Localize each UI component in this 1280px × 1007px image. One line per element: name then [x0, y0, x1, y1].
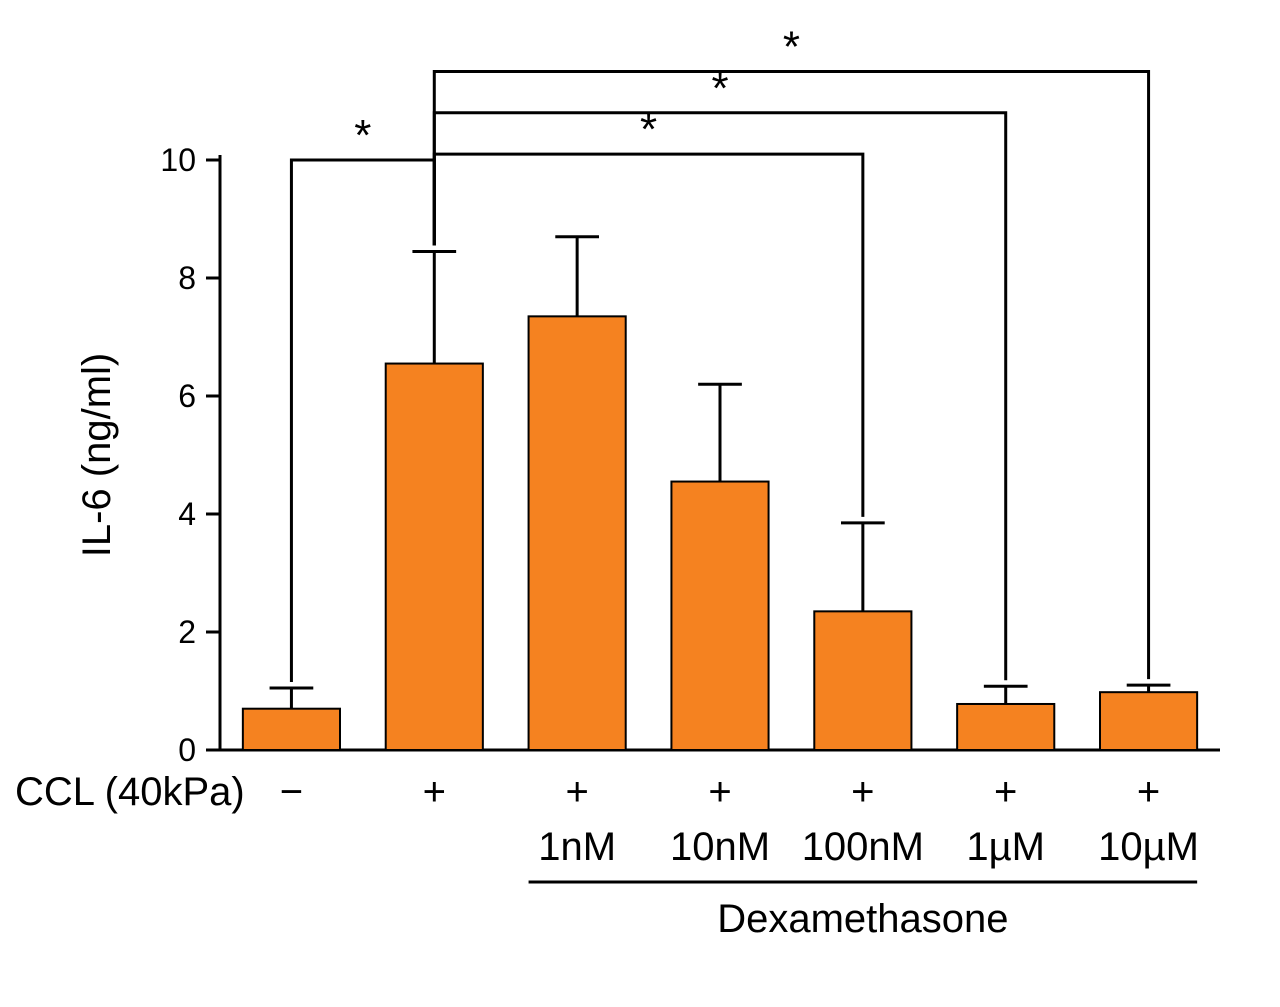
- bar: [671, 482, 768, 750]
- x-row2-value: 10µM: [1098, 825, 1199, 869]
- bar: [957, 704, 1054, 750]
- group-label: Dexamethasone: [717, 897, 1008, 941]
- x-row1-value: +: [565, 770, 588, 814]
- bar: [529, 316, 626, 750]
- x-row1-label: CCL (40kPa): [15, 770, 245, 814]
- significance-marker: *: [354, 111, 371, 160]
- y-tick-label: 10: [160, 142, 196, 178]
- y-tick-label: 4: [178, 496, 196, 532]
- bar: [386, 364, 483, 750]
- x-row2-value: 1µM: [966, 825, 1045, 869]
- x-row1-value: +: [851, 770, 874, 814]
- y-axis-title: IL-6 (ng/ml): [75, 353, 119, 558]
- y-tick-label: 0: [178, 732, 196, 768]
- x-row2-value: 100nM: [802, 825, 924, 869]
- x-row1-value: −: [280, 770, 303, 814]
- bar: [814, 611, 911, 750]
- y-tick-label: 6: [178, 378, 196, 414]
- y-tick-label: 2: [178, 614, 196, 650]
- bar: [243, 709, 340, 750]
- x-row2-value: 10nM: [670, 825, 770, 869]
- x-row1-value: +: [1137, 770, 1160, 814]
- x-row1-value: +: [708, 770, 731, 814]
- x-row1-value: +: [994, 770, 1017, 814]
- significance-bracket: [434, 154, 863, 517]
- y-tick-label: 8: [178, 260, 196, 296]
- bar: [1100, 692, 1197, 750]
- x-row2-value: 1nM: [538, 825, 616, 869]
- x-row1-value: +: [423, 770, 446, 814]
- significance-marker: *: [783, 23, 800, 72]
